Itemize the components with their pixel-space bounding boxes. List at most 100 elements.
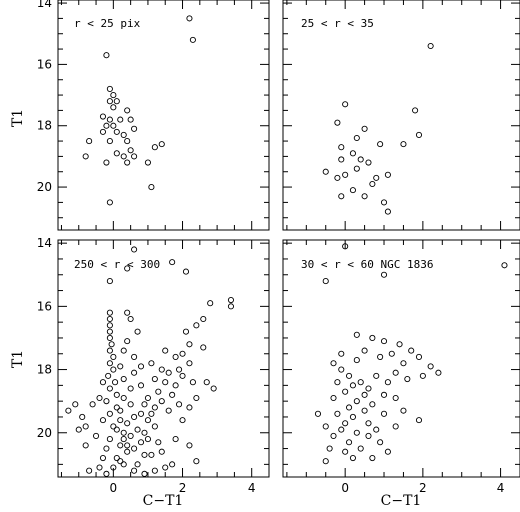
data-point (396, 341, 403, 348)
panel-label: 250 < r < 300 (74, 258, 160, 271)
data-point (353, 429, 360, 436)
data-point (106, 322, 113, 329)
data-point (131, 246, 138, 253)
data-point (189, 36, 196, 43)
data-point (103, 159, 110, 166)
x-tick-label: 0 (110, 481, 118, 495)
data-point (103, 122, 110, 129)
data-point (380, 391, 388, 398)
data-point (144, 417, 151, 424)
data-point (353, 357, 360, 364)
data-point (144, 436, 151, 443)
data-point (120, 375, 127, 383)
data-point (361, 407, 368, 414)
data-point (162, 379, 169, 386)
data-point (120, 347, 127, 354)
data-point (92, 432, 100, 439)
data-point (120, 436, 127, 443)
data-point (322, 458, 329, 465)
data-point (117, 442, 124, 449)
panel-ngc1836: 30 < r < 60 NGC 1836 0 2 4 (282, 239, 520, 495)
data-point (227, 296, 235, 304)
data-point (427, 42, 434, 50)
y-tick-label: 18 (37, 119, 52, 133)
data-point (151, 404, 158, 411)
data-point (106, 360, 113, 367)
data-point (380, 410, 388, 417)
panel-250-300: 250 < r < 300 0 2 4 14 16 18 20 (37, 236, 270, 495)
data-point (172, 353, 179, 360)
data-point (103, 470, 110, 477)
data-point (345, 372, 353, 379)
data-point (131, 413, 138, 421)
data-point (148, 184, 155, 191)
data-point (326, 445, 333, 452)
data-point (155, 439, 162, 446)
data-point (186, 341, 193, 348)
data-point (72, 401, 79, 408)
data-point (380, 199, 388, 206)
data-point (110, 122, 117, 129)
panel-25-35: 25 < r < 35 (282, 0, 520, 231)
data-point (110, 423, 117, 430)
data-point (110, 464, 117, 471)
data-point (124, 138, 131, 145)
data-point (82, 153, 89, 160)
data-point (330, 432, 337, 439)
x-axis-label-right: C−T1 (381, 493, 422, 509)
data-point (400, 360, 407, 367)
panel-label: 25 < r < 35 (301, 17, 374, 30)
data-point (342, 101, 349, 108)
data-point (151, 375, 158, 383)
panel-r-lt-25: r < 25 pix 14 16 18 20 (37, 0, 270, 231)
data-point (380, 338, 388, 345)
data-point (193, 322, 200, 329)
data-point (415, 353, 423, 360)
x-tick-label: 0 (341, 481, 349, 495)
data-point (345, 439, 353, 446)
data-point (124, 265, 131, 272)
x-axis-label-left: C−T1 (143, 493, 184, 509)
data-point (349, 150, 356, 157)
data-point (338, 193, 345, 200)
data-point (369, 334, 376, 342)
data-point (144, 159, 151, 166)
data-point (361, 347, 368, 354)
data-point (158, 366, 165, 373)
data-point (99, 417, 107, 424)
data-point (353, 165, 360, 172)
data-point (113, 454, 120, 462)
y-tick-label: 16 (37, 299, 52, 313)
data-point (334, 410, 341, 417)
data-point (182, 328, 190, 335)
data-point (127, 147, 134, 154)
data-point (227, 303, 235, 310)
data-point (342, 448, 349, 455)
data-point (334, 379, 341, 386)
data-point (388, 350, 395, 357)
data-point (349, 382, 356, 389)
data-point (334, 174, 341, 181)
data-point (108, 341, 115, 348)
data-point (131, 445, 138, 452)
data-point (113, 391, 120, 398)
data-point (110, 104, 117, 111)
data-point (106, 328, 113, 335)
data-point (106, 138, 113, 145)
data-point (124, 107, 131, 114)
data-point (404, 375, 411, 383)
data-point (110, 366, 117, 373)
data-point (384, 171, 391, 178)
data-point (338, 144, 345, 151)
data-point (353, 134, 360, 142)
data-point (110, 353, 117, 360)
data-point (124, 309, 131, 316)
data-point (322, 423, 329, 430)
data-point (141, 429, 148, 436)
panel-frame (282, 0, 520, 231)
data-point (120, 394, 127, 402)
data-point (99, 454, 107, 462)
data-point (361, 391, 368, 398)
data-point (127, 432, 134, 439)
